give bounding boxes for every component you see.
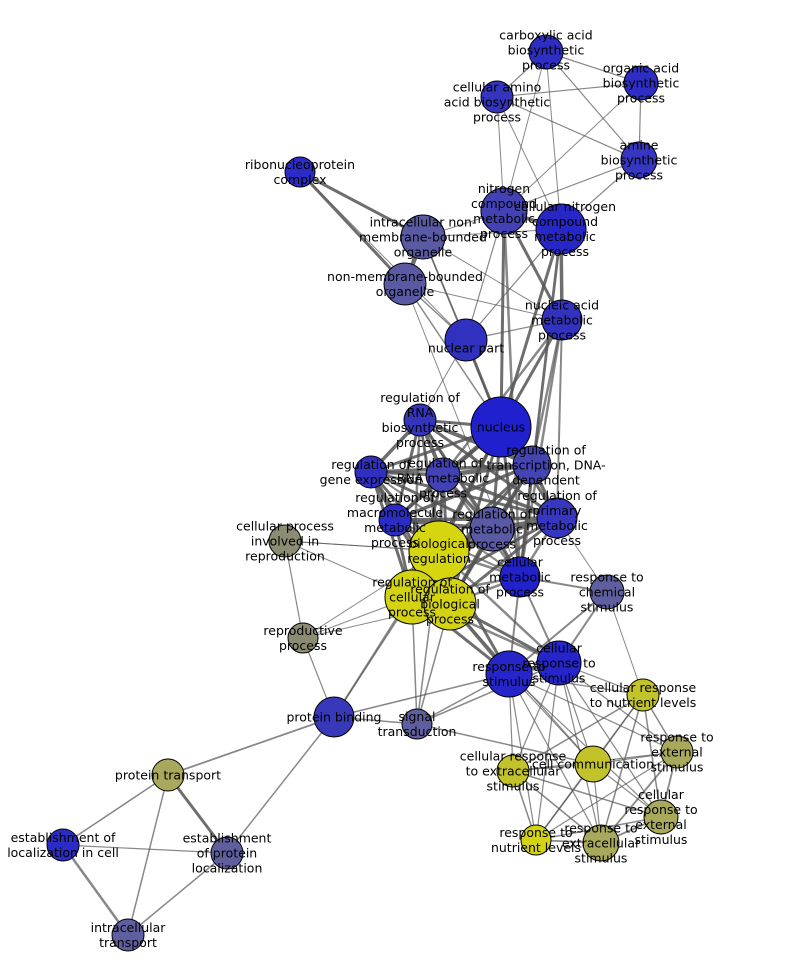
graph-edge xyxy=(508,673,602,844)
graph-edge xyxy=(508,673,537,841)
graph-node-regulation_of_gene_expression[interactable] xyxy=(354,455,388,489)
graph-edge xyxy=(404,283,563,321)
graph-edge xyxy=(62,844,228,854)
graph-edge xyxy=(167,716,335,776)
graph-node-cellular_amino_acid_biosynthetic_process[interactable] xyxy=(480,80,514,114)
graph-node-regulation_of_macromolecule_metabolic_process[interactable] xyxy=(378,503,412,537)
graph-edge xyxy=(558,662,678,753)
graph-edge xyxy=(556,319,563,519)
graph-node-regulation_of_metabolic_process[interactable] xyxy=(469,506,515,552)
graph-edge xyxy=(512,694,644,772)
graph-node-signal_transduction[interactable] xyxy=(401,708,433,740)
graph-node-response_to_extracellular_stimulus[interactable] xyxy=(582,824,620,862)
graph-node-intracellular_non_membrane_bounded_organelle[interactable] xyxy=(400,214,446,260)
nodes-group xyxy=(46,34,694,952)
graph-node-response_to_external_stimulus[interactable] xyxy=(660,735,694,769)
graph-node-intracellular_transport[interactable] xyxy=(111,918,145,952)
graph-edge xyxy=(298,170,407,286)
graph-node-ribonucleoprotein_complex[interactable] xyxy=(284,156,316,188)
graph-edge xyxy=(512,770,662,818)
graph-node-cellular_nitrogen_compound_metabolic_process[interactable] xyxy=(535,203,587,255)
graph-node-protein_transport[interactable] xyxy=(151,758,185,792)
graph-node-nucleus[interactable] xyxy=(470,396,532,458)
graph-node-cellular_response_to_nutrient_levels[interactable] xyxy=(626,678,660,712)
graph-node-cellular_process_involved_in_reproduction[interactable] xyxy=(268,524,302,558)
graph-node-reproductive_process[interactable] xyxy=(287,622,319,654)
graph-edge xyxy=(127,852,228,936)
graph-node-nuclear_part[interactable] xyxy=(444,318,488,362)
graph-node-regulation_of_biological_process[interactable] xyxy=(423,577,477,631)
graph-node-nucleic_acid_metabolic_process[interactable] xyxy=(541,299,583,341)
graph-node-cell_communication[interactable] xyxy=(574,745,612,783)
graph-node-cellular_response_to_extracellular_stimulus[interactable] xyxy=(496,754,530,788)
graph-node-nitrogen_compound_metabolic_process[interactable] xyxy=(480,187,528,235)
graph-edge xyxy=(127,774,169,936)
graph-node-cellular_response_to_external_stimulus[interactable] xyxy=(643,799,679,835)
graph-edge xyxy=(503,51,547,212)
graph-node-response_to_nutrient_levels[interactable] xyxy=(520,824,552,856)
graph-edge xyxy=(394,463,533,522)
graph-node-non_membrane_bounded_organelle[interactable] xyxy=(383,262,427,306)
graph-edge xyxy=(416,662,560,725)
graph-edge xyxy=(499,210,506,428)
graph-edge xyxy=(422,236,563,321)
graph-edge xyxy=(62,774,169,846)
graph-edge xyxy=(370,470,558,520)
graph-node-carboxylic_acid_biosynthetic_process[interactable] xyxy=(528,34,564,70)
graph-edge xyxy=(333,673,510,718)
graph-node-cellular_metabolic_process[interactable] xyxy=(499,556,541,598)
graph-edge xyxy=(299,171,467,341)
graph-node-regulation_of_rna_metabolic_process[interactable] xyxy=(425,457,461,493)
graph-edge xyxy=(545,51,562,230)
graph-edge xyxy=(600,751,678,844)
graph-edge xyxy=(499,228,563,428)
graph-node-protein_binding[interactable] xyxy=(313,696,355,738)
graph-node-establishment_of_protein_localization[interactable] xyxy=(210,836,244,870)
graph-edge xyxy=(226,716,335,854)
graph-node-response_to_chemical_stimulus[interactable] xyxy=(589,574,625,610)
graph-node-regulation_of_rna_biosynthetic_process[interactable] xyxy=(403,403,437,437)
graph-edge xyxy=(61,844,130,936)
graph-node-amine_biosynthetic_process[interactable] xyxy=(620,141,658,179)
graph-node-response_to_stimulus[interactable] xyxy=(485,650,533,698)
edges-group xyxy=(61,51,678,936)
graph-edge xyxy=(600,694,644,844)
graph-edge xyxy=(545,51,640,161)
graph-node-cellular_response_to_stimulus[interactable] xyxy=(536,640,582,686)
graph-edge xyxy=(496,96,640,161)
graph-edge xyxy=(503,159,640,212)
graph-edge xyxy=(496,82,642,98)
graph-edge xyxy=(535,751,678,841)
graph-node-establishment_of_localization_in_cell[interactable] xyxy=(46,828,80,862)
graph-node-regulation_of_primary_metabolic_process[interactable] xyxy=(536,497,578,539)
graph-node-organic_acid_biosynthetic_process[interactable] xyxy=(623,65,659,101)
graph-edge xyxy=(299,170,424,239)
graph-edge xyxy=(606,591,644,696)
graph-edge xyxy=(416,723,594,765)
graph-edge xyxy=(508,673,662,818)
graph-edge xyxy=(503,82,642,212)
graph-node-regulation_of_transcription_dna_dependent[interactable] xyxy=(512,445,552,485)
